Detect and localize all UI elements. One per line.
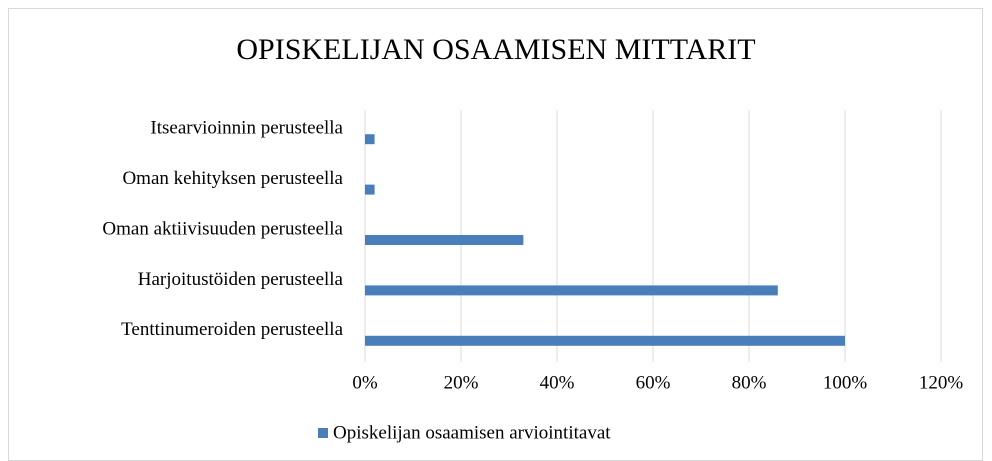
x-tick-label: 40% [540,372,575,393]
bar [365,134,375,145]
y-tick-label: Tenttinumeroiden perusteella [121,319,343,340]
bar [365,184,375,195]
y-tick-label: Oman aktiivisuuden perusteella [102,218,343,239]
x-tick-label: 80% [732,372,767,393]
y-tick-label: Harjoitustöiden perusteella [138,269,344,290]
legend-swatch [318,428,328,438]
x-tick-label: 20% [444,372,479,393]
x-tick-label: 0% [352,372,378,393]
legend-label: Opiskelijan osaamisen arviointitavat [333,422,611,443]
x-tick-label: 120% [919,372,964,393]
bar [365,335,845,346]
bar [365,235,524,245]
y-tick-label: Oman kehityksen perusteella [122,168,343,189]
chart-border [8,8,983,461]
chart-title: OPISKELIJAN OSAAMISEN MITTARIT [236,33,755,66]
x-tick-label: 100% [823,372,868,393]
bar [365,285,778,296]
x-tick-label: 60% [636,372,671,393]
y-tick-label: Itsearvioinnin perusteella [150,118,343,139]
